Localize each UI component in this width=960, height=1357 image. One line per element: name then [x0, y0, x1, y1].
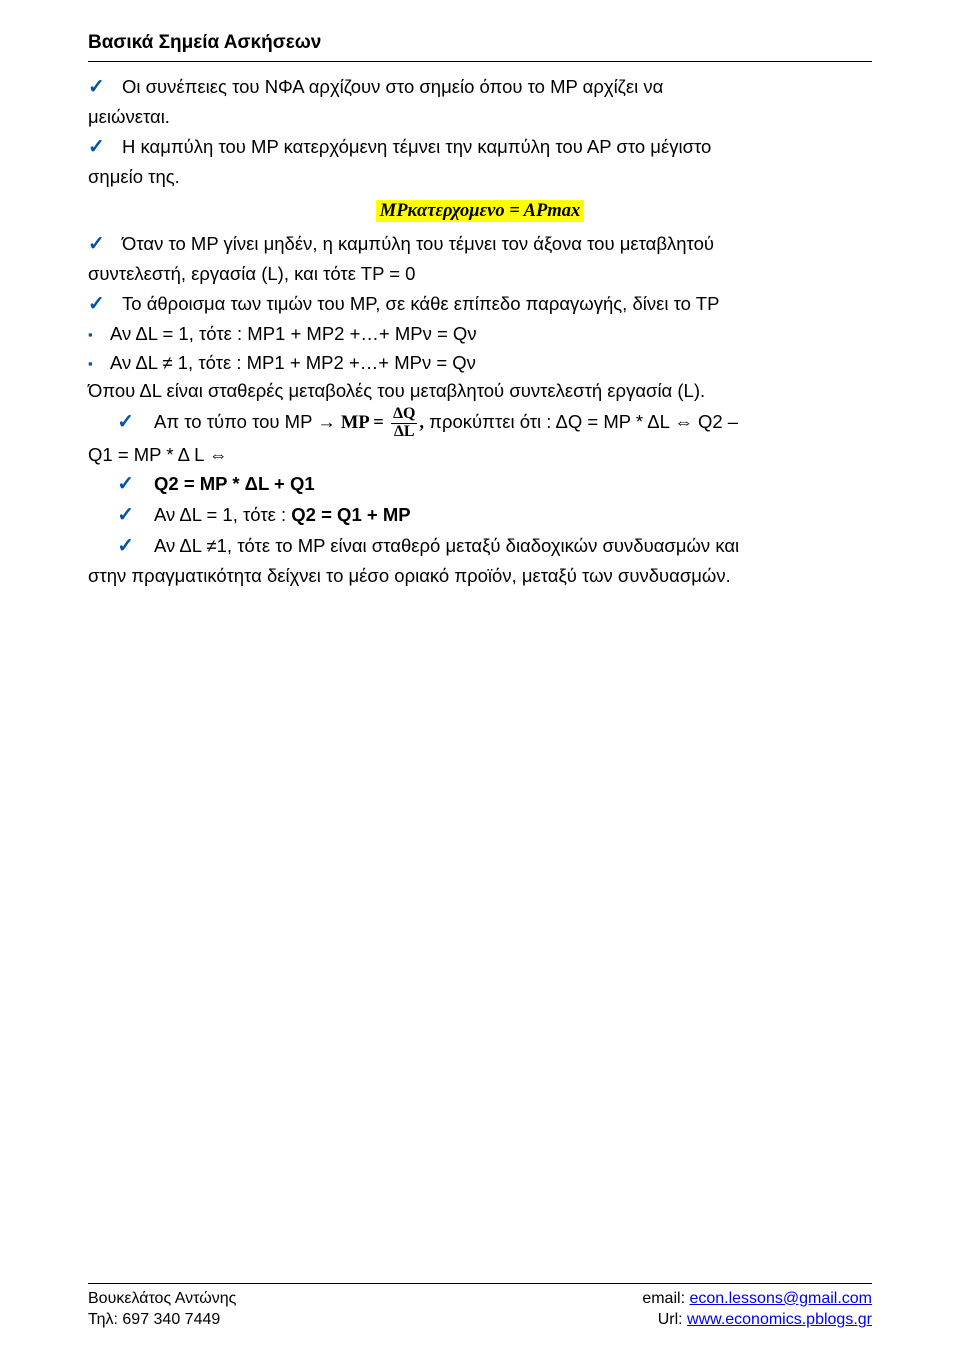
check-icon: ✓	[88, 407, 154, 438]
check-icon: ✓	[88, 229, 122, 260]
text: Αν ΔL = 1, τότε : ΜΡ1 + ΜΡ2 +…+ ΜΡν = Qν	[110, 323, 477, 344]
fraction-num: ΔQ	[391, 406, 417, 424]
url-label: Url:	[658, 1311, 687, 1328]
square-bullet-icon: ▪	[88, 325, 110, 345]
paragraph: ✓Όταν το ΜΡ γίνει μηδέν, η καμπύλη του τ…	[88, 229, 872, 260]
text: Οι συνέπειες του ΝΦΑ αρχίζουν στο σημείο…	[122, 76, 663, 97]
paragraph: ✓Απ το τύπο του ΜΡ → ΜΡ = ΔQΔL, προκύπτε…	[88, 406, 872, 441]
check-icon: ✓	[88, 289, 122, 320]
text: Αν ΔL ≠1, τότε το ΜΡ είναι σταθερό μεταξ…	[154, 535, 739, 556]
text: προκύπτει ότι : ΔQ = ΜΡ * ΔL ⇔ Q2 –	[424, 411, 738, 432]
paragraph: Όπου ΔL είναι σταθερές μεταβολές του μετ…	[88, 377, 872, 406]
math: ΜΡ =	[341, 413, 384, 433]
email-link[interactable]: econ.lessons@gmail.com	[689, 1290, 872, 1307]
fraction-den: ΔL	[391, 424, 417, 441]
text: Απ το τύπο του ΜΡ →	[154, 411, 341, 432]
footer: Βουκελάτος Αντώνης email: econ.lessons@g…	[88, 1283, 872, 1331]
check-icon: ✓	[88, 500, 154, 531]
text: Η καμπύλη του ΜΡ κατερχόμενη τέμνει την …	[122, 136, 711, 157]
url-link[interactable]: www.economics.pblogs.gr	[687, 1311, 872, 1328]
paragraph-cont: Q1 = ΜΡ * Δ L ⇔	[88, 441, 872, 470]
check-icon: ✓	[88, 531, 154, 562]
paragraph: ✓Q2 = MP * ΔL + Q1	[88, 469, 872, 500]
fraction: ΔQΔL	[391, 406, 417, 441]
list-item: ▪Αν ΔL ≠ 1, τότε : ΜΡ1 + ΜΡ2 +…+ ΜΡν = Q…	[88, 349, 872, 378]
check-icon: ✓	[88, 469, 154, 500]
equation: ΜΡκατερχομενο = ΑΡmax	[376, 200, 584, 222]
paragraph: ✓Οι συνέπειες του ΝΦΑ αρχίζουν στο σημεί…	[88, 72, 872, 103]
paragraph: ✓Αν ΔL = 1, τότε : Q2 = Q1 + MP	[88, 500, 872, 531]
text: Αν ΔL = 1, τότε :	[154, 504, 291, 525]
paragraph: ✓Η καμπύλη του ΜΡ κατερχόμενη τέμνει την…	[88, 132, 872, 163]
equation-highlight: ΜΡκατερχομενο = ΑΡmax	[88, 196, 872, 226]
text: Αν ΔL ≠ 1, τότε : ΜΡ1 + ΜΡ2 +…+ ΜΡν = Qν	[110, 352, 476, 373]
text: Όταν το ΜΡ γίνει μηδέν, η καμπύλη του τέ…	[122, 233, 714, 254]
footer-name: Βουκελάτος Αντώνης	[88, 1288, 236, 1310]
page-title: Βασικά Σημεία Ασκήσεων	[88, 28, 872, 62]
list-item: ▪Αν ΔL = 1, τότε : ΜΡ1 + ΜΡ2 +…+ ΜΡν = Q…	[88, 320, 872, 349]
footer-email: email: econ.lessons@gmail.com	[642, 1288, 872, 1310]
text: Το άθροισμα των τιμών του ΜΡ, σε κάθε επ…	[122, 293, 719, 314]
text-bold: Q2 = MP * ΔL + Q1	[154, 473, 315, 494]
paragraph-cont: στην πραγματικότητα δείχνει το μέσο ορια…	[88, 562, 872, 591]
email-label: email:	[642, 1290, 689, 1307]
square-bullet-icon: ▪	[88, 354, 110, 374]
text-bold: Q2 = Q1 + MP	[291, 504, 410, 525]
check-icon: ✓	[88, 132, 122, 163]
paragraph: ✓Αν ΔL ≠1, τότε το ΜΡ είναι σταθερό μετα…	[88, 531, 872, 562]
footer-phone: Τηλ: 697 340 7449	[88, 1309, 220, 1331]
paragraph-cont: συντελεστή, εργασία (L), και τότε ΤΡ = 0	[88, 260, 872, 289]
paragraph-cont: σημείο της.	[88, 163, 872, 192]
check-icon: ✓	[88, 72, 122, 103]
paragraph-cont: μειώνεται.	[88, 103, 872, 132]
paragraph: ✓Το άθροισμα των τιμών του ΜΡ, σε κάθε ε…	[88, 289, 872, 320]
footer-url: Url: www.economics.pblogs.gr	[658, 1309, 872, 1331]
